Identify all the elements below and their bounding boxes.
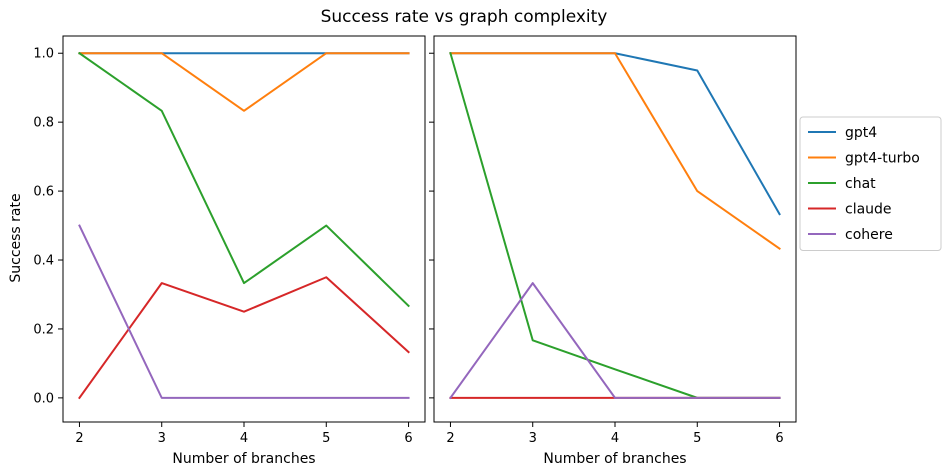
legend: gpt4 gpt4-turbo chat claude cohere (799, 116, 942, 251)
legend-label: claude (845, 202, 892, 218)
legend-frame (799, 116, 942, 251)
chart-title: Success rate vs graph complexity (321, 7, 608, 27)
y-axis-label: Success rate (8, 193, 24, 282)
series-line-gpt4 (449, 52, 781, 216)
series-line-claude (78, 276, 410, 400)
legend-entry-gpt4: gpt4 (808, 125, 877, 141)
legend-entry-chat: chat (808, 176, 876, 192)
legend-label: gpt4-turbo (845, 151, 920, 167)
x-tick-label: 5 (693, 431, 701, 446)
x-tick-label: 6 (775, 431, 783, 446)
x-tick-label: 5 (322, 431, 330, 446)
plot-frame (62, 35, 426, 423)
series-line-gpt4-turbo (78, 52, 410, 112)
y-tick-label: 0.8 (33, 116, 54, 131)
legend-entry-claude: claude (808, 202, 892, 218)
y-tick-label: 1.0 (33, 47, 54, 62)
x-tick-label: 4 (240, 431, 248, 446)
panels-layer: 2 3 4 5 6 0.0 0.2 0.4 0.6 0.8 1.0 Number of branche… (33, 35, 797, 467)
panel-1: 2 3 4 5 6 0.0 0.2 0.4 0.6 0.8 1.0 Number of branche… (33, 35, 426, 467)
x-tick-label: 4 (611, 431, 619, 446)
x-tick-label: 3 (529, 431, 537, 446)
plot-frame (433, 35, 797, 423)
y-tick-label: 0.0 (33, 391, 54, 406)
y-tick-label: 0.2 (33, 322, 54, 337)
legend-entry-gpt4-turbo: gpt4-turbo (808, 151, 920, 167)
y-tick-label: 0.6 (33, 185, 54, 200)
series-line-chat (78, 51, 410, 308)
series-line-gpt4-turbo (449, 52, 781, 251)
series-line-chat (449, 51, 781, 399)
legend-label: gpt4 (845, 125, 877, 141)
y-tick-label: 0.4 (33, 254, 54, 269)
legend-label: chat (845, 176, 876, 192)
legend-label: cohere (845, 227, 893, 243)
panel-2: 2 3 4 5 6 Number of branches (429, 35, 797, 467)
series-line-cohere (449, 282, 781, 400)
x-tick-label: 3 (158, 431, 166, 446)
x-tick-label: 2 (75, 431, 83, 446)
x-axis-label: Number of branches (543, 451, 686, 467)
x-tick-label: 2 (446, 431, 454, 446)
x-axis-label: Number of branches (172, 451, 315, 467)
x-tick-label: 6 (404, 431, 412, 446)
legend-entry-cohere: cohere (808, 227, 893, 243)
series-line-cohere (78, 224, 410, 399)
